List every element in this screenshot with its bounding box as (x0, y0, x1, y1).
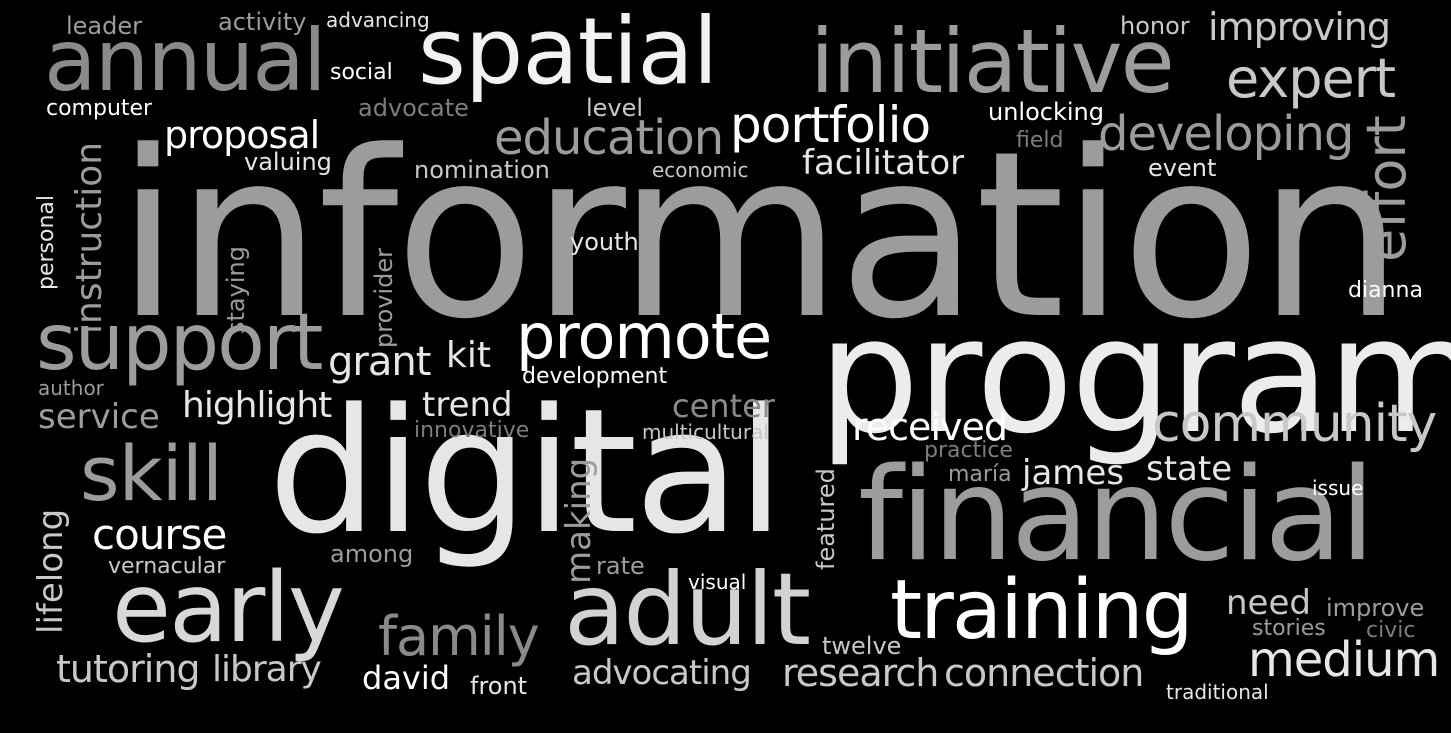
word-promote: promote (516, 300, 772, 373)
word-tutoring: tutoring (56, 647, 201, 691)
word-james: james (1022, 453, 1125, 493)
word-david: david (362, 659, 451, 697)
word-highlight: highlight (182, 385, 332, 426)
word-trend: trend (422, 385, 513, 425)
word-support: support (36, 298, 323, 388)
word-civic: civic (1366, 618, 1416, 643)
word-economic: economic (652, 158, 749, 182)
word-need: need (1226, 583, 1311, 623)
word-developing: developing (1098, 106, 1354, 162)
word-instruction: instruction (69, 141, 110, 334)
word-research: research (782, 651, 939, 695)
word-valuing: valuing (244, 148, 332, 176)
word-adult: adult (564, 551, 811, 668)
word-spatial: spatial (418, 0, 718, 105)
word-proposal: proposal (164, 113, 320, 157)
word-received: received (852, 405, 1008, 449)
word-stories: stories (1252, 616, 1326, 641)
word-traditional: traditional (1166, 680, 1269, 704)
word-vernacular: vernacular (108, 554, 226, 579)
word-connection: connection (944, 651, 1144, 695)
word-field: field (1016, 128, 1064, 153)
word-unlocking: unlocking (988, 98, 1104, 126)
word-early: early (112, 552, 345, 664)
word-featured: featured (812, 468, 840, 570)
word-provider: provider (370, 248, 398, 348)
word-dianna: dianna (1348, 278, 1423, 303)
word-leader: leader (66, 12, 143, 40)
word-initiative: initiative (810, 10, 1175, 113)
word-issue: issue (1312, 476, 1364, 500)
word-nomination: nomination (414, 156, 550, 184)
word-advocate: advocate (358, 94, 469, 122)
word-level: level (586, 94, 644, 122)
word-among: among (330, 540, 414, 568)
word-state: state (1146, 449, 1233, 489)
word-training: training (890, 563, 1194, 658)
word-community: community (1152, 394, 1437, 454)
word-education: education (494, 110, 724, 166)
word-advancing: advancing (326, 8, 430, 32)
word-medium: medium (1248, 632, 1440, 688)
word-activity: activity (218, 8, 307, 36)
word-financial: financial (858, 441, 1375, 590)
word-rate: rate (596, 552, 645, 580)
word-social: social (330, 60, 393, 85)
word-computer: computer (46, 96, 153, 121)
word-personal: personal (34, 194, 59, 290)
word-program: program (818, 282, 1451, 469)
word-event: event (1148, 154, 1217, 182)
word-honor: honor (1120, 12, 1190, 40)
word-effort: effort (1355, 115, 1418, 262)
word-twelve: twelve (822, 632, 902, 660)
word-grant: grant (328, 339, 431, 385)
word-author: author (38, 376, 104, 400)
word-lifelong: lifelong (31, 508, 71, 634)
word-portfolio: portfolio (730, 96, 931, 154)
word-visual: visual (688, 570, 747, 594)
word-expert: expert (1226, 47, 1396, 110)
word-service: service (38, 397, 160, 437)
word-facilitator: facilitator (802, 143, 965, 183)
word-multicultural: multicultural (642, 420, 769, 444)
word-staying: staying (222, 246, 250, 334)
word-maria: maría (948, 462, 1012, 487)
word-family: family (378, 605, 540, 668)
word-front: front (470, 672, 528, 700)
word-development: development (522, 364, 668, 389)
word-course: course (92, 510, 227, 559)
word-center: center (672, 387, 775, 425)
word-library: library (212, 649, 322, 690)
word-innovative: innovative (414, 418, 530, 443)
word-making: making (559, 457, 599, 584)
word-annual: annual (44, 11, 327, 111)
word-advocating: advocating (572, 653, 752, 693)
word-skill: skill (80, 429, 223, 518)
word-practice: practice (924, 438, 1013, 463)
word-digital: digital (268, 371, 785, 572)
word-improving: improving (1208, 5, 1391, 49)
word-kit: kit (446, 335, 491, 376)
word-information: information (116, 103, 1403, 370)
word-improve: improve (1326, 594, 1425, 622)
word-youth: youth (570, 228, 639, 256)
